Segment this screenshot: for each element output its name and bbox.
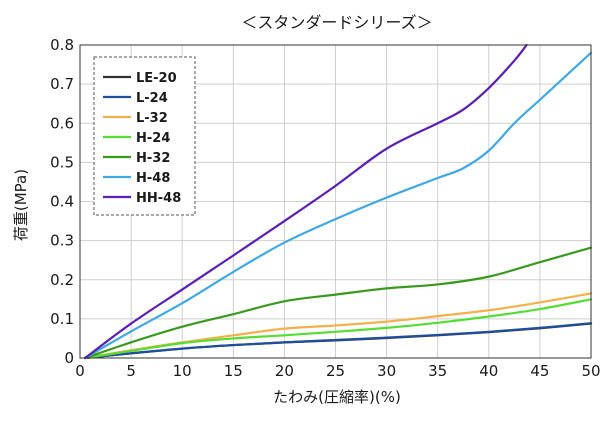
x-tick-label: 10 (173, 362, 192, 380)
y-tick-label: 0 (64, 349, 74, 367)
tick-labels: 0 5 10 15 20 25 30 35 40 45 50 0 0.1 0.2 0.3 0.4 0.5 0.6 0… (50, 36, 600, 380)
y-tick-label: 0.4 (50, 193, 74, 211)
y-axis-label: 荷重(MPa) (12, 169, 30, 241)
x-axis-label: たわみ(圧縮率)(%) (273, 388, 401, 406)
legend: LE-20 L-24 L-32 H-24 H-32 H-48 HH-48 (93, 56, 196, 216)
x-tick-label: 45 (530, 362, 549, 380)
chart-title: ＜スタンダードシリーズ＞ (241, 13, 432, 32)
x-tick-label: 15 (224, 362, 243, 380)
legend-label-l-24: L-24 (136, 91, 168, 106)
series-line-hh-48 (84, 43, 528, 360)
x-tick-label: 0 (75, 362, 85, 380)
grid (80, 45, 591, 358)
x-tick-label: 5 (126, 362, 136, 380)
series-line-h-24 (84, 298, 593, 360)
plot-frame (79, 44, 592, 359)
x-tick-label: 35 (428, 362, 447, 380)
x-tick-label: 40 (479, 362, 498, 380)
x-tick-label: 20 (275, 362, 294, 380)
x-tick-label: 50 (581, 362, 600, 380)
y-tick-label: 0.2 (50, 271, 74, 289)
legend-label-h-48: H-48 (136, 171, 170, 186)
series-line-h-32 (84, 246, 593, 360)
y-tick-label: 0.6 (50, 114, 74, 132)
series-lines (84, 43, 593, 360)
y-tick-label: 0.7 (50, 75, 74, 93)
x-tick-label: 25 (326, 362, 345, 380)
legend-label-h-32: H-32 (136, 151, 170, 166)
legend-label-hh-48: HH-48 (136, 191, 181, 206)
y-tick-label: 0.1 (50, 310, 74, 328)
x-tick-label: 30 (377, 362, 396, 380)
y-tick-label: 0.8 (50, 36, 74, 54)
legend-label-l-32: L-32 (136, 111, 168, 126)
y-tick-label: 0.5 (50, 153, 74, 171)
series-line-h-48 (84, 51, 593, 360)
y-tick-label: 0.3 (50, 232, 74, 250)
legend-label-h-24: H-24 (136, 131, 170, 146)
series-line-l-24 (84, 322, 593, 360)
legend-label-le-20: LE-20 (136, 71, 177, 86)
